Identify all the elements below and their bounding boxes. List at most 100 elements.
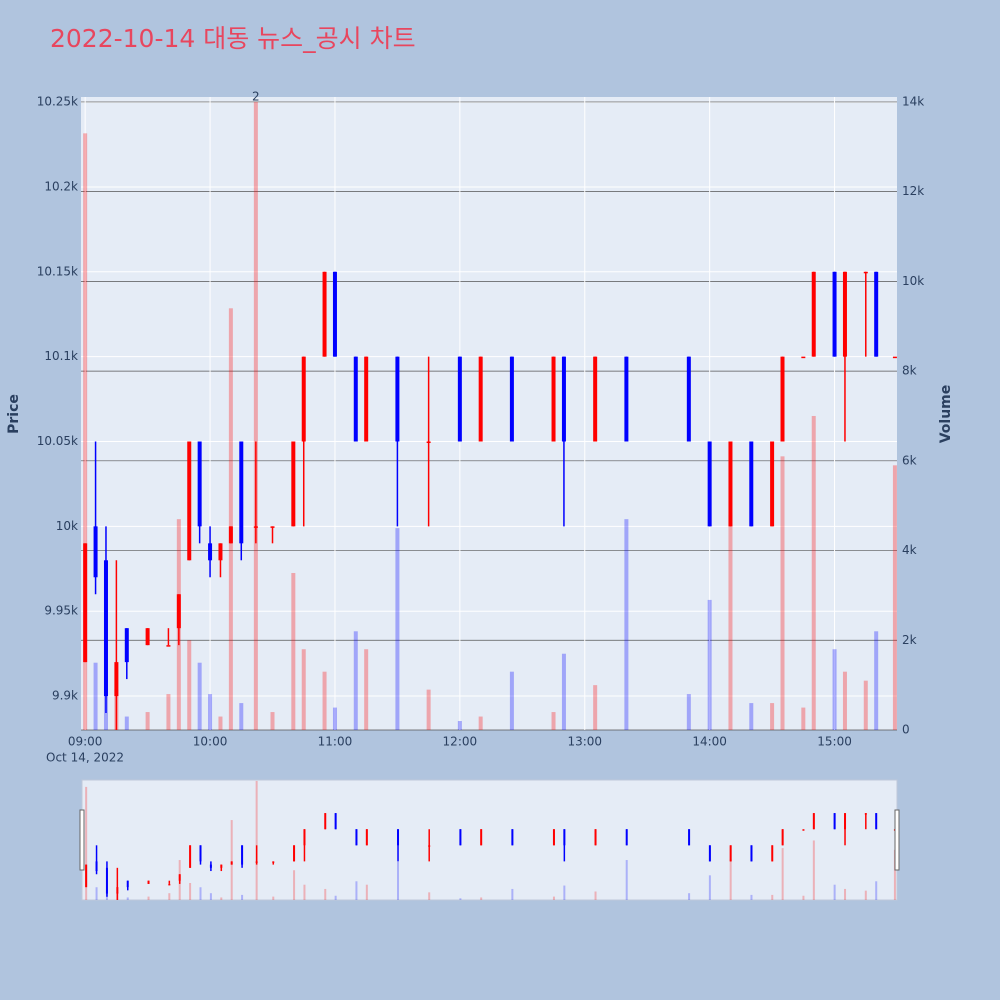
volume-bar [197, 662, 202, 730]
x-tick-label: 15:00 [817, 735, 852, 749]
slider-volume-bar [397, 861, 400, 900]
volume-bar [93, 662, 98, 730]
volume-bar [811, 415, 816, 730]
y-axis-title: Price [6, 394, 22, 434]
y2-tick-label: 12k [902, 184, 924, 198]
candle-body [478, 356, 483, 442]
slider-candle-body [625, 829, 628, 846]
slider-candle-body [293, 845, 296, 862]
candle-body [811, 271, 816, 357]
volume-bar [253, 101, 258, 730]
x-tick-label: 09:00 [68, 735, 103, 749]
candle-body [166, 645, 171, 647]
volume-bar [593, 685, 598, 730]
slider-candle-body [126, 880, 129, 888]
candle-body [124, 628, 129, 663]
slider-volume-bar [428, 892, 431, 900]
candle-body [770, 441, 775, 527]
slider-volume-bar [875, 881, 878, 900]
slider-volume-bar [552, 896, 555, 900]
candle-body [892, 356, 897, 359]
slider-volume-bar [563, 885, 566, 900]
candle-body [426, 441, 431, 444]
slider-handle-right [894, 809, 900, 871]
slider-volume-bar [334, 895, 337, 900]
candle-body [364, 356, 369, 442]
x-tick-label: 13:00 [567, 735, 602, 749]
slider-volume-bar [324, 888, 327, 900]
slider-candle-body [95, 861, 98, 872]
y-tick-label: 10.15k [37, 264, 78, 278]
slider-candle-body [844, 813, 847, 830]
slider-volume-bar [189, 882, 192, 900]
slider-volume-bar [355, 881, 358, 900]
volume-bar [863, 680, 868, 730]
slider-volume-bar [708, 875, 711, 900]
volume-bar [228, 308, 233, 730]
volume-bar [832, 649, 837, 730]
volume-bar [353, 631, 358, 730]
slider-volume-bar [85, 786, 88, 900]
candle-body [842, 271, 847, 357]
slider-candle-body [230, 861, 233, 865]
candle-body [551, 356, 556, 442]
slider-candle-body [688, 829, 691, 846]
y-tick-label: 10.1k [44, 349, 78, 363]
y-tick-label: 9.95k [44, 604, 78, 618]
candle-body [239, 441, 244, 544]
slider-volume-bar [293, 870, 296, 900]
range-slider[interactable] [81, 779, 898, 901]
slider-candle-body [147, 880, 150, 884]
slider-candle-body [771, 845, 774, 862]
volume-bar [322, 671, 327, 730]
slider-candle-body [480, 829, 483, 846]
slider-volume-bar [833, 884, 836, 900]
y2-tick-label: 10k [902, 274, 924, 288]
slider-candle-body [178, 874, 181, 881]
candle-body [332, 271, 337, 357]
volume-bar [239, 703, 244, 730]
x-tick-label: 14:00 [692, 735, 727, 749]
volume-bar [457, 721, 462, 730]
candle-body [197, 441, 202, 527]
volume-bar [707, 599, 712, 730]
candle-body [780, 356, 785, 442]
slider-candle-body [511, 829, 514, 846]
candle-body [728, 441, 733, 527]
volume-bar [770, 703, 775, 730]
candle-body [353, 356, 358, 442]
candle-body [686, 356, 691, 442]
x-tick-label: 11:00 [318, 735, 353, 749]
slider-volume-bar [95, 887, 98, 900]
candle-body [187, 441, 192, 561]
plot-area [81, 97, 897, 730]
candle-body [624, 356, 629, 442]
slider-candle-body [864, 813, 867, 815]
slider-volume-bar [272, 896, 275, 900]
slider-candle-body [781, 829, 784, 846]
volume-bar [728, 514, 733, 730]
volume-bar [208, 694, 213, 730]
annotation: 2 [252, 90, 260, 104]
slider-volume-bar [241, 894, 244, 900]
volume-bar [124, 716, 129, 730]
candle-body [228, 526, 233, 544]
slider-candle-body [802, 829, 805, 831]
slider-volume-bar [812, 840, 815, 900]
volume-bar [270, 712, 275, 730]
slider-volume-bar [480, 897, 483, 900]
slider-candle-body [272, 861, 275, 863]
slider-candle-body [428, 845, 431, 847]
slider-volume-bar [126, 897, 129, 900]
y2-tick-label: 8k [902, 364, 917, 378]
candle-body [509, 356, 514, 442]
slider-candle-body [594, 829, 597, 846]
slider-volume-bar [688, 893, 691, 900]
candle-body [176, 594, 181, 629]
y-tick-label: 10.25k [37, 95, 78, 109]
volume-bar [332, 707, 337, 730]
volume-bar [561, 653, 566, 730]
slider-candle-body [324, 813, 327, 830]
y2-axis-title: Volume [938, 385, 954, 444]
